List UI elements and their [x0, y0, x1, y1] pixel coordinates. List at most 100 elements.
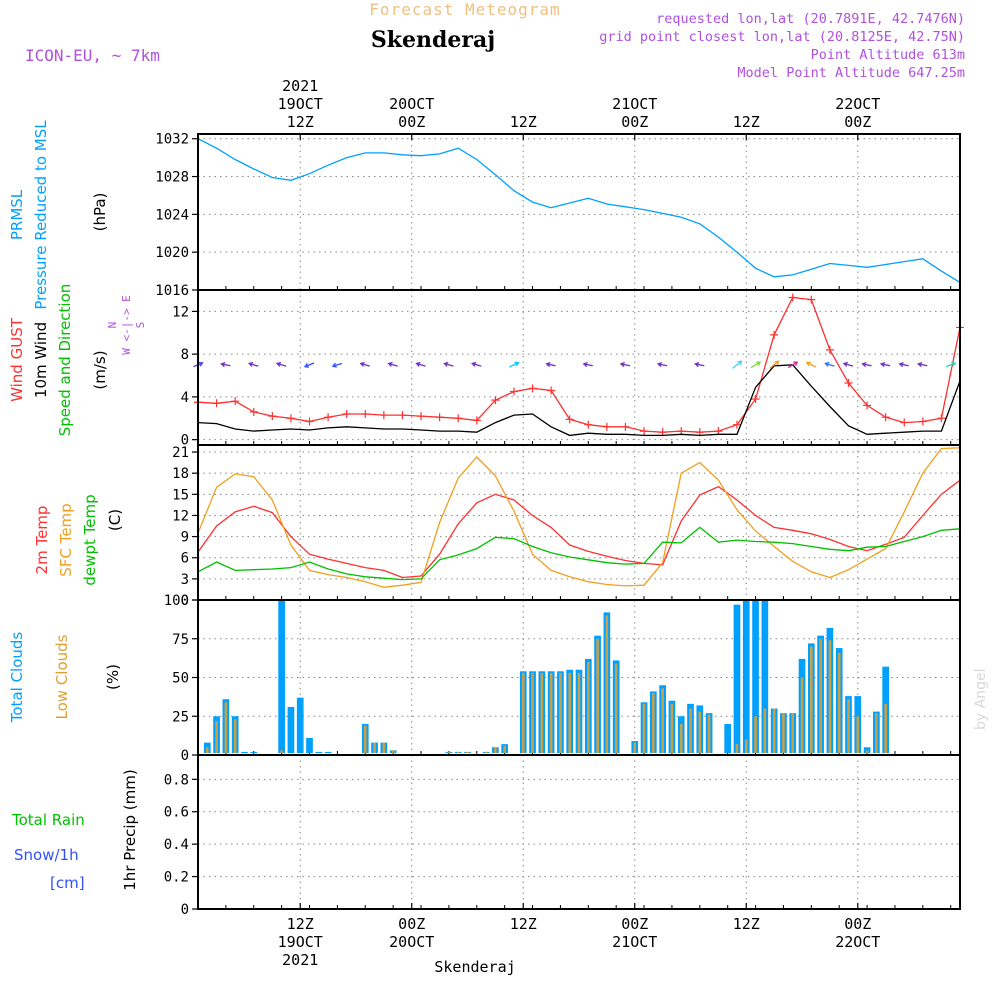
pressure-axis-label: Pressure Reduced to MSL — [32, 120, 50, 310]
y-tick-label: 0 — [181, 433, 189, 449]
top-time-label: 12Z — [510, 113, 537, 131]
panel-pressure: 1016 1020 1024 1028 1032 — [155, 132, 961, 299]
bar-low-clouds — [828, 640, 832, 753]
bottom-time-label: 12Z — [287, 915, 314, 933]
y-tick-label: 25 — [172, 709, 189, 725]
gust-marker — [249, 407, 258, 416]
wind-direction-arrow — [332, 362, 343, 367]
bottom-time-label: 00Z — [621, 915, 648, 933]
bar-low-clouds — [373, 742, 376, 753]
wind-direction-arrowhead — [303, 363, 310, 368]
bar-low-clouds — [605, 615, 609, 753]
wind-direction-arrow — [546, 363, 556, 367]
y-tick-label: 100 — [164, 593, 189, 609]
gust-marker — [602, 422, 611, 431]
wind-direction-arrowhead — [842, 361, 849, 367]
bottom-time-label: 22OCT — [835, 933, 880, 951]
series-line-wind-gust — [197, 296, 961, 433]
pressure-axis-label: PRMSL — [8, 189, 26, 240]
gridpoint-coords: grid point closest lon,lat (20.8125E, 42… — [599, 29, 965, 45]
wind-direction-arrow — [695, 363, 705, 367]
wind-direction-arrow — [388, 362, 398, 367]
gust-marker — [881, 413, 890, 422]
gust-marker — [472, 416, 481, 425]
bar-total-clouds — [287, 706, 295, 753]
watermark: by Angel — [973, 669, 989, 730]
y-tick-label: 9 — [181, 530, 189, 546]
panel-precip: 0 0.2 0.4 0.6 0.8 — [164, 754, 961, 918]
gust-marker — [454, 414, 463, 423]
top-time-label: 00Z — [398, 113, 425, 131]
gust-marker — [788, 293, 797, 302]
bar-low-clouds — [875, 713, 878, 753]
temp-axis-label: dewpt Temp — [81, 494, 99, 585]
bar-total-clouds — [761, 600, 769, 753]
bar-low-clouds — [679, 724, 683, 753]
bar-low-clouds — [633, 742, 637, 753]
panel-frame — [197, 444, 961, 601]
top-time-label: 00Z — [621, 113, 648, 131]
bar-low-clouds — [586, 662, 590, 753]
bottom-time-label: 12Z — [733, 915, 760, 933]
gust-marker — [807, 295, 816, 304]
y-tick-label: 0 — [181, 902, 189, 918]
y-tick-label: 1032 — [155, 132, 189, 148]
precip-legend-rain: Total Rain — [11, 811, 85, 829]
wind-direction-arrowhead — [879, 361, 886, 368]
top-time-label: 21OCT — [612, 95, 657, 113]
requested-coords: requested lon,lat (20.7891E, 42.7476N) — [656, 11, 965, 27]
bar-low-clouds — [884, 703, 887, 753]
panels-layer: 1016102010241028103204812036912151821025… — [8, 120, 964, 918]
gust-marker — [621, 422, 630, 431]
wind-direction-arrowhead — [220, 361, 226, 368]
wind-direction-arrowhead — [198, 361, 204, 367]
wind-direction-arrowhead — [694, 361, 700, 368]
wind-axis-label: Speed and Direction — [56, 284, 74, 437]
bar-low-clouds — [670, 703, 674, 753]
point-altitude: Point Altitude 613m — [811, 47, 965, 63]
bar-low-clouds — [772, 708, 776, 753]
compass-line: W <-|-> E — [120, 295, 133, 355]
wind-direction-arrowhead — [275, 361, 282, 367]
series-line-prmsl — [197, 138, 961, 283]
wind-direction-arrowhead — [951, 361, 957, 367]
gust-marker — [732, 420, 741, 429]
wind-direction-arrow — [945, 362, 956, 368]
bottom-time-label: 00Z — [398, 915, 425, 933]
bar-low-clouds — [689, 708, 692, 753]
bar-low-clouds — [698, 711, 702, 753]
bar-total-clouds — [250, 751, 258, 753]
wind-direction-arrow — [360, 362, 370, 367]
wind-direction-arrow — [444, 362, 454, 367]
bottom-time-label: 12Z — [510, 915, 537, 933]
bar-low-clouds — [661, 688, 664, 753]
wind-direction-arrowhead — [737, 360, 743, 366]
bar-low-clouds — [865, 750, 869, 753]
top-time-label: 2021 — [282, 77, 318, 95]
wind-direction-arrow — [881, 363, 891, 367]
top-time-label: 12Z — [733, 113, 760, 131]
top-time-label: 00Z — [844, 113, 871, 131]
bar-low-clouds — [652, 693, 655, 753]
gust-marker — [509, 387, 518, 396]
gust-marker — [640, 427, 649, 436]
bar-low-clouds — [577, 672, 581, 753]
wind-direction-arrow — [472, 362, 482, 367]
wind-direction-arrow — [862, 363, 872, 367]
bar-low-clouds — [205, 747, 209, 753]
footer-location: Skenderaj — [434, 958, 515, 976]
pressure-unit-label: (hPa) — [91, 193, 109, 232]
bar-low-clouds — [280, 750, 283, 753]
bar-total-clouds — [752, 600, 759, 753]
compass-line: S — [134, 322, 147, 329]
bar-low-clouds — [642, 703, 646, 753]
wind-direction-arrowhead — [917, 361, 923, 368]
gust-marker — [937, 414, 946, 423]
bar-low-clouds — [763, 708, 767, 753]
wind-direction-arrowhead — [415, 361, 421, 367]
gust-marker — [751, 395, 760, 404]
y-tick-label: 1028 — [155, 170, 189, 186]
bar-total-clouds — [742, 600, 750, 753]
y-tick-label: 12 — [172, 508, 189, 524]
